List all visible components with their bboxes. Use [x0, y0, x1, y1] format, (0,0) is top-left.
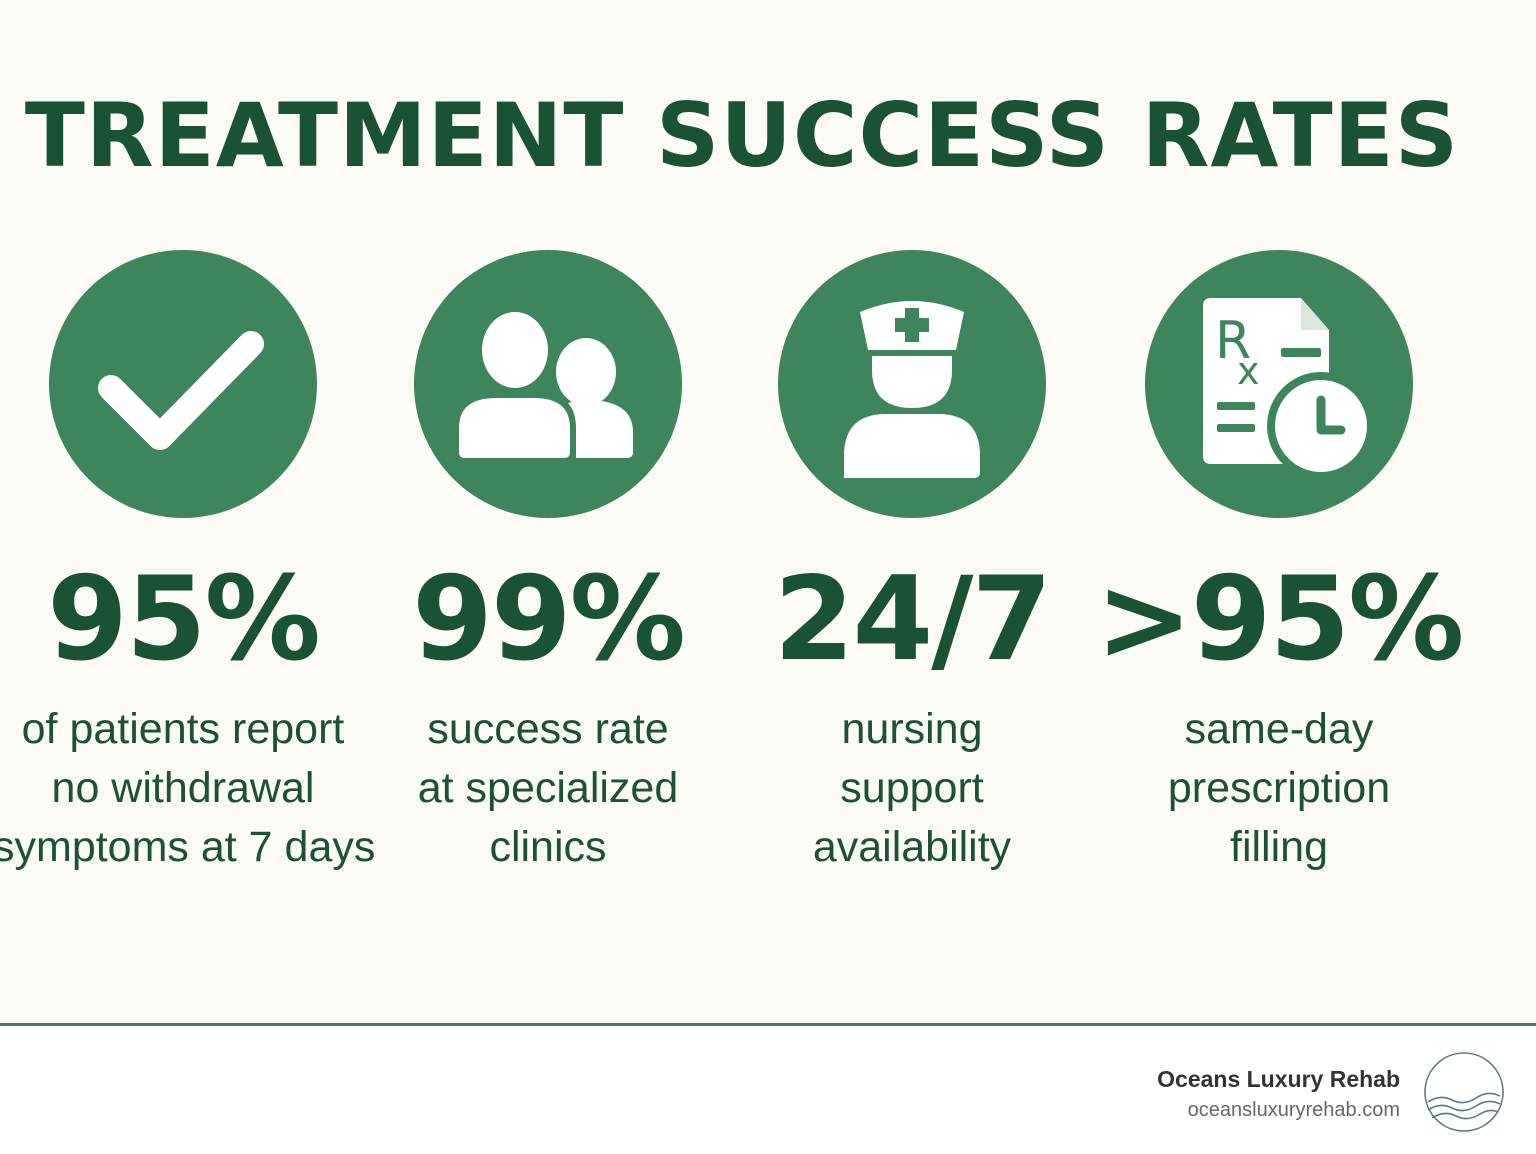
brand-name: Oceans Luxury Rehab — [1157, 1066, 1400, 1092]
stat-description: success rate at specialized clinics — [358, 700, 738, 877]
stat-description-line: filling — [1230, 823, 1328, 871]
stat-circle: R x — [1145, 250, 1413, 518]
footer-divider — [0, 1023, 1536, 1026]
stat-circle — [778, 250, 1046, 518]
svg-text:x: x — [1237, 349, 1260, 393]
checkmark-icon — [98, 331, 264, 450]
stat-description-line: availability — [812, 823, 1012, 871]
people-icon — [454, 307, 633, 458]
stat-description-line: of patients report — [21, 705, 345, 753]
stat-description-line: symptoms at 7 days — [0, 823, 376, 871]
brand-block: Oceans Luxury Rehab oceansluxuryrehab.co… — [1157, 1065, 1400, 1127]
stat-card-success-rate: 99% success rate at specialized clinics — [358, 250, 738, 877]
stat-description-line: support — [840, 764, 984, 812]
stat-card-withdrawal: 95% of patients report no withdrawal sym… — [0, 250, 376, 877]
stat-value: 95% — [47, 552, 321, 687]
stat-value: >95% — [1095, 552, 1465, 687]
stat-description-line: success rate — [427, 705, 669, 753]
stat-value: 99% — [412, 552, 686, 687]
stat-description-line: nursing — [841, 705, 983, 753]
svg-text:R: R — [1215, 311, 1251, 371]
stat-description-line: no withdrawal — [51, 764, 315, 812]
stat-card-prescription: R x >95% same-day prescription filling — [1089, 250, 1469, 877]
stat-circle — [414, 250, 682, 518]
page-title: TREATMENT SUCCESS RATES — [24, 84, 1460, 187]
nurse-icon — [844, 301, 980, 478]
prescription-clock-icon: R x — [1203, 298, 1375, 480]
stat-description-line: same-day — [1184, 705, 1374, 753]
stat-description-line: prescription — [1167, 764, 1391, 812]
ocean-waves-logo-icon — [1424, 1052, 1504, 1132]
stat-description: of patients report no withdrawal symptom… — [0, 700, 376, 877]
stat-description-line: clinics — [489, 823, 607, 871]
stat-description-line: at specialized — [417, 764, 679, 812]
brand-url[interactable]: oceansluxuryrehab.com — [1187, 1099, 1400, 1121]
stat-description: nursing support availability — [722, 700, 1102, 877]
stat-card-nursing: 24/7 nursing support availability — [722, 250, 1102, 877]
stat-value: 24/7 — [773, 552, 1053, 687]
stat-circle — [49, 250, 317, 518]
stat-description: same-day prescription filling — [1089, 700, 1469, 877]
footer — [0, 1026, 1536, 1154]
